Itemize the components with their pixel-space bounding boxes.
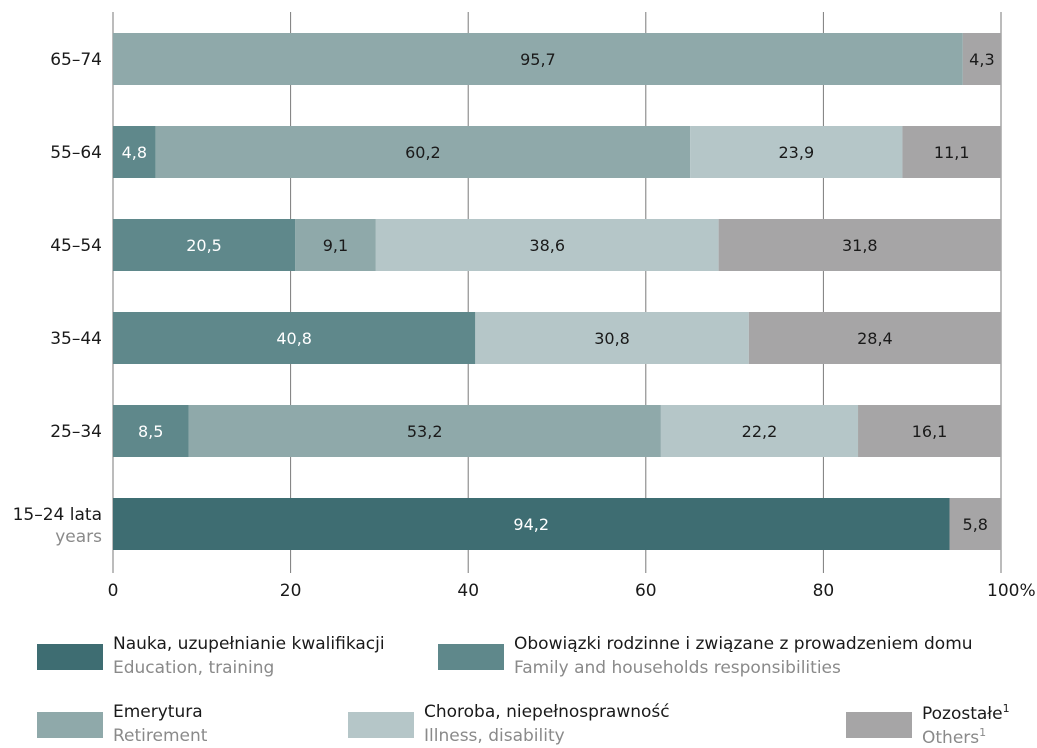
bar-value-label: 95,7 xyxy=(520,50,556,69)
bar-segment xyxy=(113,219,296,271)
bar-segment xyxy=(718,219,1001,271)
bar-segment xyxy=(902,126,1001,178)
legend-swatch-retirement xyxy=(37,712,103,738)
x-tick-label: 80 xyxy=(813,581,835,601)
bar-segment xyxy=(858,405,1001,457)
legend-swatch-education xyxy=(37,644,103,670)
bar-segment xyxy=(375,219,719,271)
bar-value-label: 30,8 xyxy=(594,329,630,348)
bar-segment xyxy=(113,33,963,85)
x-tick-label: 20 xyxy=(280,581,302,601)
x-tick-label: 60 xyxy=(635,581,657,601)
bar-value-label: 9,1 xyxy=(323,236,348,255)
legend-label-pl: Pozostałe1 xyxy=(922,702,1010,724)
bar-segment xyxy=(295,219,376,271)
stacked-bar-chart: 95,7 4,3 65–74 4,8 60,2 23,9 11,1 55–64 20,5 9,1 3… xyxy=(13,12,1036,601)
legend-label-en: Education, training xyxy=(113,658,275,678)
bar-value-label: 53,2 xyxy=(407,422,443,441)
bar-segment xyxy=(113,405,189,457)
bar-value-label: 11,1 xyxy=(934,143,970,162)
category-label: 15–24 lata xyxy=(13,505,102,525)
bar-segment xyxy=(660,405,859,457)
bar-segment xyxy=(155,126,691,178)
category-label: 55–64 xyxy=(50,143,102,163)
bar-value-label: 4,3 xyxy=(969,50,994,69)
bar-value-label: 8,5 xyxy=(138,422,163,441)
bar-segment xyxy=(188,405,661,457)
bar-segment xyxy=(690,126,903,178)
bar-value-label: 22,2 xyxy=(742,422,778,441)
legend-label-text: Pozostałe xyxy=(922,704,1003,724)
legend-label-en: Others1 xyxy=(922,726,986,748)
bar-value-label: 20,5 xyxy=(186,236,222,255)
category-label: 25–34 xyxy=(50,422,102,442)
legend-swatch-illness xyxy=(348,712,414,738)
bar-segment xyxy=(113,126,156,178)
bar-value-label: 31,8 xyxy=(842,236,878,255)
bar-value-label: 94,2 xyxy=(513,515,549,534)
bar-value-label: 5,8 xyxy=(963,515,988,534)
legend-swatch-family xyxy=(438,644,504,670)
legend-label-en: Retirement xyxy=(113,726,208,746)
bar-segment xyxy=(475,312,749,364)
legend-label-pl: Emerytura xyxy=(113,702,203,722)
category-label: 65–74 xyxy=(50,50,102,70)
legend-label-pl: Choroba, niepełnosprawność xyxy=(424,702,670,722)
x-tick-label: 40 xyxy=(457,581,479,601)
category-label: 35–44 xyxy=(50,329,102,349)
bar-segment xyxy=(949,498,1001,550)
legend-label-pl: Nauka, uzupełnianie kwalifikacji xyxy=(113,634,385,654)
legend-label-pl: Obowiązki rodzinne i związane z prowadze… xyxy=(514,634,973,654)
legend-label-text: Others xyxy=(922,728,980,748)
x-tick-label: 100% xyxy=(987,581,1036,601)
legend-swatch-others xyxy=(846,712,912,738)
bar-value-label: 16,1 xyxy=(912,422,948,441)
bar-value-label: 40,8 xyxy=(276,329,312,348)
category-sublabel: years xyxy=(55,527,102,547)
bar-value-label: 28,4 xyxy=(857,329,893,348)
category-label: 45–54 xyxy=(50,236,102,256)
x-tick-label: 0 xyxy=(108,581,119,601)
bar-segment xyxy=(748,312,1001,364)
footnote-marker: 1 xyxy=(979,726,987,739)
legend-label-en: Family and households responsibilities xyxy=(514,658,841,678)
legend-label-en: Illness, disability xyxy=(424,726,565,746)
footnote-marker: 1 xyxy=(1002,702,1010,715)
bar-segment xyxy=(113,312,476,364)
bar-segment xyxy=(962,33,1001,85)
bar-segment xyxy=(113,498,950,550)
bar-value-label: 38,6 xyxy=(529,236,565,255)
bar-value-label: 60,2 xyxy=(405,143,441,162)
bar-value-label: 23,9 xyxy=(779,143,815,162)
bar-value-label: 4,8 xyxy=(122,143,147,162)
